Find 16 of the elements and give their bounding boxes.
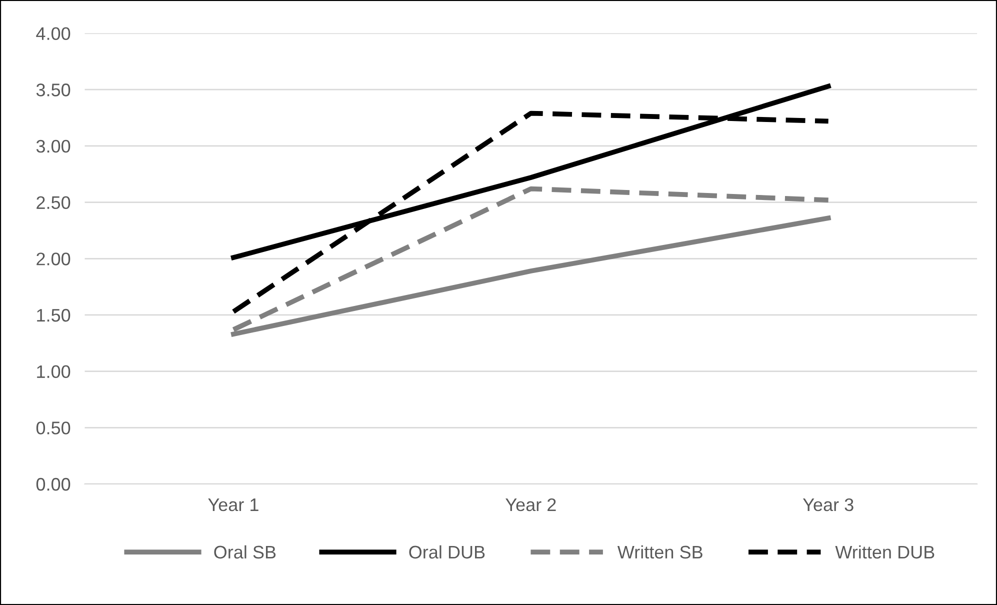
y-tick-label: 3.00 [36, 140, 70, 153]
x-tick-label: Year 3 [802, 498, 854, 512]
y-tick-label: 3.50 [36, 84, 70, 96]
y-tick-label: 0.00 [36, 478, 70, 491]
legend-label: Oral SB [214, 545, 276, 559]
legend-label: Written SB [617, 545, 702, 559]
y-tick-label: 1.00 [37, 365, 70, 378]
y-tick-label: 2.50 [36, 196, 70, 210]
legend-label: Oral DUB [409, 545, 485, 559]
x-tick-label: Year 1 [208, 498, 258, 512]
y-tick-label: 0.50 [36, 422, 70, 434]
y-tick-label: 1.50 [37, 308, 70, 322]
x-tick-label: Year 2 [506, 498, 556, 512]
y-tick-label: 2.00 [36, 252, 70, 266]
y-tick-label: 4.00 [36, 27, 70, 40]
legend-label: Written DUB [835, 545, 934, 559]
